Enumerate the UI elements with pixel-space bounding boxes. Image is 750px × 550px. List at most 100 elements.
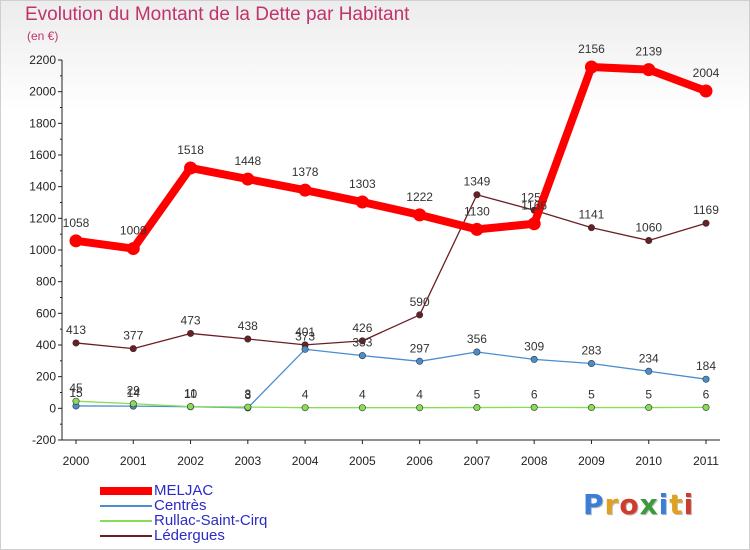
y-tick-label: 1800: [29, 116, 56, 130]
data-point-Rullac-Saint-Cirq: [187, 403, 195, 411]
x-tick-label: 2009: [578, 454, 605, 468]
series-line-Lédergues: [75, 194, 707, 350]
data-label-Centrès: 10: [184, 387, 198, 401]
y-tick-label: 1600: [29, 148, 56, 162]
data-label-Centrès: 297: [410, 341, 430, 355]
y-tick-label: 1400: [29, 180, 56, 194]
data-label-MELJAC: 1378: [292, 165, 319, 179]
chart-unit: (en €): [27, 29, 59, 43]
data-point-MELJAC: [184, 161, 198, 175]
x-tick-label: 2007: [464, 454, 491, 468]
x-tick-label: 2005: [349, 454, 376, 468]
data-point-Rullac-Saint-Cirq: [645, 404, 653, 412]
data-point-Rullac-Saint-Cirq: [72, 397, 80, 405]
data-label-Centrès: 309: [524, 339, 544, 353]
data-label-Rullac-Saint-Cirq: 11: [184, 387, 197, 401]
data-label-MELJAC: 1166: [521, 199, 547, 213]
logo-letter: o: [619, 488, 640, 521]
data-point-Lédergues: [244, 335, 252, 343]
data-label-Lédergues: 1141: [579, 208, 605, 222]
series-line-Centrès: [75, 348, 707, 409]
data-label-Lédergues: 1060: [635, 221, 662, 235]
data-label-Lédergues: 401: [295, 325, 315, 339]
series-line-MELJAC: [72, 62, 710, 253]
data-label-Lédergues: 426: [352, 321, 372, 335]
data-label-Lédergues: 1349: [464, 175, 491, 189]
data-point-Centrès: [587, 360, 595, 368]
y-tick-label: -200: [32, 433, 56, 447]
proxiti-logo: Proxiti: [583, 488, 694, 521]
data-label-Rullac-Saint-Cirq: 45: [69, 381, 83, 395]
x-tick-label: 2011: [693, 454, 719, 468]
data-point-Rullac-Saint-Cirq: [358, 404, 366, 412]
y-tick-label: 2200: [29, 53, 56, 67]
data-point-Lédergues: [416, 311, 424, 319]
legend-swatch-ledergues: [100, 535, 152, 537]
data-label-Rullac-Saint-Cirq: 5: [474, 388, 481, 402]
data-label-Rullac-Saint-Cirq: 4: [416, 388, 423, 402]
data-point-Centrès: [416, 357, 424, 365]
legend-item-ledergues: Lédergues: [100, 527, 320, 544]
data-point-Lédergues: [473, 191, 481, 199]
data-label-Rullac-Saint-Cirq: 6: [703, 387, 710, 401]
legend-label-centres: Centrès: [154, 497, 207, 514]
legend-swatch-rullac: [100, 520, 152, 522]
data-label-MELJAC: 1058: [63, 216, 90, 230]
data-label-Rullac-Saint-Cirq: 5: [588, 388, 595, 402]
y-tick-label: 1200: [29, 211, 56, 225]
data-point-Rullac-Saint-Cirq: [244, 403, 252, 411]
data-label-Lédergues: 377: [123, 329, 143, 343]
logo-letter: P: [583, 488, 605, 521]
data-label-MELJAC: 1518: [177, 143, 204, 157]
chart-title: Evolution du Montant de la Dette par Hab…: [25, 4, 410, 25]
data-point-Lédergues: [187, 329, 195, 337]
data-label-Centrès: 234: [639, 351, 659, 365]
data-point-Rullac-Saint-Cirq: [416, 404, 424, 412]
legend-swatch-meljac: [100, 487, 152, 495]
data-label-MELJAC: 1448: [234, 154, 261, 168]
data-point-Rullac-Saint-Cirq: [702, 403, 710, 411]
legend: MELJAC Centrès Rullac-Saint-Cirq Lédergu…: [100, 482, 320, 544]
data-label-Centrès: 333: [352, 336, 372, 350]
data-point-MELJAC: [584, 60, 598, 74]
data-label-Centrès: 184: [696, 359, 716, 373]
data-label-MELJAC: 2156: [578, 42, 605, 56]
data-point-MELJAC: [69, 234, 83, 248]
data-point-MELJAC: [126, 242, 140, 256]
x-tick-label: 2006: [406, 454, 433, 468]
data-point-Lédergues: [645, 237, 653, 245]
data-label-Rullac-Saint-Cirq: 4: [359, 388, 366, 402]
data-point-Centrès: [645, 367, 653, 375]
x-tick-label: 2010: [635, 454, 662, 468]
legend-item-centres: Centrès: [100, 497, 320, 514]
logo-letter: r: [604, 488, 620, 521]
data-label-MELJAC: 1130: [464, 204, 490, 218]
x-tick-label: 2002: [177, 454, 204, 468]
x-tick-label: 2004: [292, 454, 319, 468]
legend-swatch-centres: [100, 505, 152, 507]
data-label-MELJAC: 2004: [693, 66, 720, 80]
data-point-MELJAC: [642, 63, 656, 77]
data-label-Lédergues: 438: [238, 319, 258, 333]
data-point-Centrès: [473, 348, 481, 356]
data-point-Centrès: [358, 352, 366, 360]
data-point-Rullac-Saint-Cirq: [301, 404, 309, 412]
y-tick-label: 200: [36, 370, 56, 384]
data-label-Rullac-Saint-Cirq: 29: [127, 384, 141, 398]
y-tick-label: 2000: [29, 85, 56, 99]
y-tick-label: 800: [36, 275, 56, 289]
data-label-Rullac-Saint-Cirq: 8: [244, 387, 251, 401]
logo-letter: i: [658, 488, 670, 521]
y-tick-label: 1000: [29, 243, 56, 257]
legend-item-meljac: MELJAC: [100, 482, 320, 499]
data-point-MELJAC: [527, 217, 541, 231]
data-point-Lédergues: [702, 219, 710, 227]
data-point-Rullac-Saint-Cirq: [129, 400, 137, 408]
data-label-Centrès: 14: [127, 386, 141, 400]
data-label-Centrès: 283: [581, 344, 601, 358]
data-point-Lédergues: [587, 224, 595, 232]
data-label-Rullac-Saint-Cirq: 6: [531, 387, 538, 401]
x-tick-label: 2001: [120, 454, 147, 468]
data-label-Lédergues: 590: [410, 295, 430, 309]
